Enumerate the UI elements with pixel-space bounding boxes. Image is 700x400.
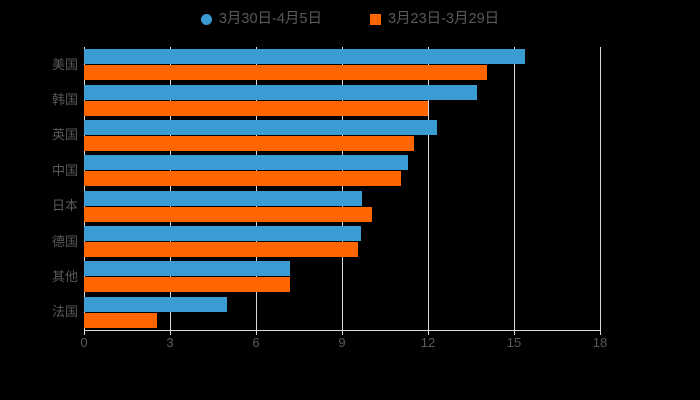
y-axis-label: 韩国 bbox=[51, 92, 78, 108]
legend-entry-series-1[interactable]: 3月30日-4月5日 bbox=[200, 10, 322, 27]
y-axis-category-labels: 美国韩国英国中国日本德国其他法国 bbox=[0, 47, 78, 330]
gridline-18 bbox=[600, 47, 601, 330]
x-axis-tick-label: 3 bbox=[166, 335, 174, 350]
gridline-0 bbox=[84, 47, 85, 330]
legend-label-series-1: 3月30日-4月5日 bbox=[218, 10, 322, 27]
x-axis-tick-label: 18 bbox=[592, 335, 608, 350]
bar[interactable] bbox=[84, 296, 228, 312]
bar[interactable] bbox=[84, 226, 361, 242]
y-axis-label: 美国 bbox=[51, 56, 78, 72]
bar[interactable] bbox=[84, 65, 487, 81]
bar-group bbox=[84, 296, 600, 328]
y-axis-label: 日本 bbox=[51, 198, 78, 214]
gridline-12 bbox=[428, 47, 429, 330]
x-axis-tick-mark bbox=[600, 330, 601, 335]
x-axis-tick-mark bbox=[170, 330, 171, 335]
x-axis-tick-mark bbox=[342, 330, 343, 335]
x-axis-tick-label: 6 bbox=[252, 335, 260, 350]
bar-group bbox=[84, 261, 600, 293]
bar[interactable] bbox=[84, 206, 373, 222]
legend-entry-series-2[interactable]: 3月23日-3月29日 bbox=[369, 10, 500, 27]
y-axis-label: 英国 bbox=[51, 127, 78, 143]
gridline-15 bbox=[514, 47, 515, 330]
bar[interactable] bbox=[84, 242, 358, 258]
legend-label-series-2: 3月23日-3月29日 bbox=[387, 10, 500, 27]
gridline-6 bbox=[256, 47, 257, 330]
bar[interactable] bbox=[84, 155, 408, 171]
legend-marker-circle-icon bbox=[200, 13, 212, 25]
x-axis-tick-label: 12 bbox=[420, 335, 436, 350]
bar[interactable] bbox=[84, 171, 401, 187]
legend-marker-square-icon bbox=[369, 13, 381, 25]
x-axis-tick-label: 15 bbox=[506, 335, 522, 350]
bar-group bbox=[84, 119, 600, 151]
x-axis-tick-mark bbox=[84, 330, 85, 335]
plot-area bbox=[84, 47, 601, 330]
bar[interactable] bbox=[84, 135, 414, 151]
x-axis-tick-mark bbox=[428, 330, 429, 335]
bar[interactable] bbox=[84, 100, 428, 116]
x-axis-tick-mark bbox=[256, 330, 257, 335]
gridline-3 bbox=[170, 47, 171, 330]
bar-group bbox=[84, 84, 600, 116]
bar[interactable] bbox=[84, 277, 291, 293]
bar-group bbox=[84, 155, 600, 187]
bar-group bbox=[84, 49, 600, 81]
y-axis-label: 德国 bbox=[51, 233, 78, 249]
y-axis-label: 其他 bbox=[51, 268, 78, 284]
bar[interactable] bbox=[84, 261, 291, 277]
y-axis-label: 中国 bbox=[51, 162, 78, 178]
x-axis-tick-label: 9 bbox=[338, 335, 346, 350]
bar[interactable] bbox=[84, 312, 158, 328]
gridline-9 bbox=[342, 47, 343, 330]
bar-group bbox=[84, 226, 600, 258]
bar[interactable] bbox=[84, 49, 526, 65]
bar-group bbox=[84, 190, 600, 222]
bar[interactable] bbox=[84, 190, 363, 206]
bar[interactable] bbox=[84, 119, 437, 135]
bar[interactable] bbox=[84, 84, 477, 100]
y-axis-label: 法国 bbox=[51, 304, 78, 320]
x-axis-tick-label: 0 bbox=[80, 335, 88, 350]
x-axis-tick-labels: 0 3 6 9 12 15 18 bbox=[0, 336, 700, 356]
chart-legend: 3月30日-4月5日 3月23日-3月29日 bbox=[0, 6, 700, 32]
x-axis-tick-mark bbox=[514, 330, 515, 335]
